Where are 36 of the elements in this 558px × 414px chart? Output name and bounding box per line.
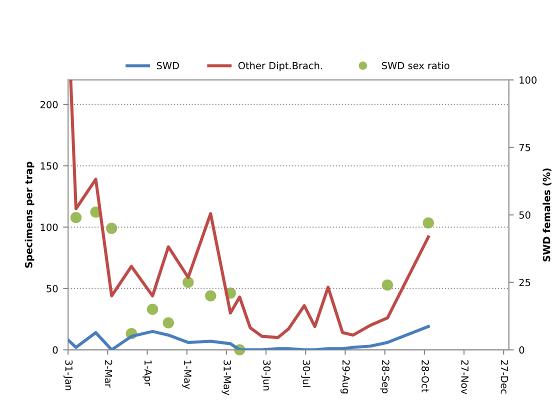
y-tick-label: 50 [46,284,58,292]
y-tick-label: 0 [52,346,58,354]
y-tick-label: 200 [40,100,58,108]
x-tick-label: 31-May [222,360,231,396]
point [106,222,118,234]
y2-tick-label: 100 [520,76,537,84]
x-tick-label: 31-Jan [63,360,73,390]
legend-label: SWD sex ratio [382,62,450,70]
point [205,290,216,302]
x-tick-label: 27-Dec [500,360,508,394]
x-tick-label: 2-Mar [104,360,112,388]
point [146,304,158,315]
y-tick-label: 100 [40,224,58,231]
y-tick-label: 150 [40,162,58,170]
x-tick-label: 28-Sep [380,360,390,394]
x-tick-label: 28-Oct [422,360,429,392]
legend-label: SWD [156,62,179,70]
x-tick-label: 1-Apr [142,360,152,386]
x-tick-label: 27-Nov [461,360,469,394]
line-series [69,80,430,340]
point [422,217,434,229]
legend-label: Other Dipt.Brach. [238,62,322,72]
point [182,276,194,288]
x-tick-label: 1-May [182,360,192,390]
y2-axis-title: SWD females (%) [542,168,552,262]
y2-tick-label: 75 [519,144,530,152]
y-axis-title: Specimens per trap [24,162,34,268]
point [70,212,82,224]
x-tick-label: 30-Jun [261,360,271,390]
y2-tick-label: 25 [519,278,530,286]
y2-tick-label: 0 [519,346,524,354]
point [162,317,174,328]
point [382,279,394,291]
x-tick-label: 29-Aug [340,360,350,394]
x-tick-label: 30-Jul [301,360,310,387]
y2-tick-label: 50 [519,211,530,219]
